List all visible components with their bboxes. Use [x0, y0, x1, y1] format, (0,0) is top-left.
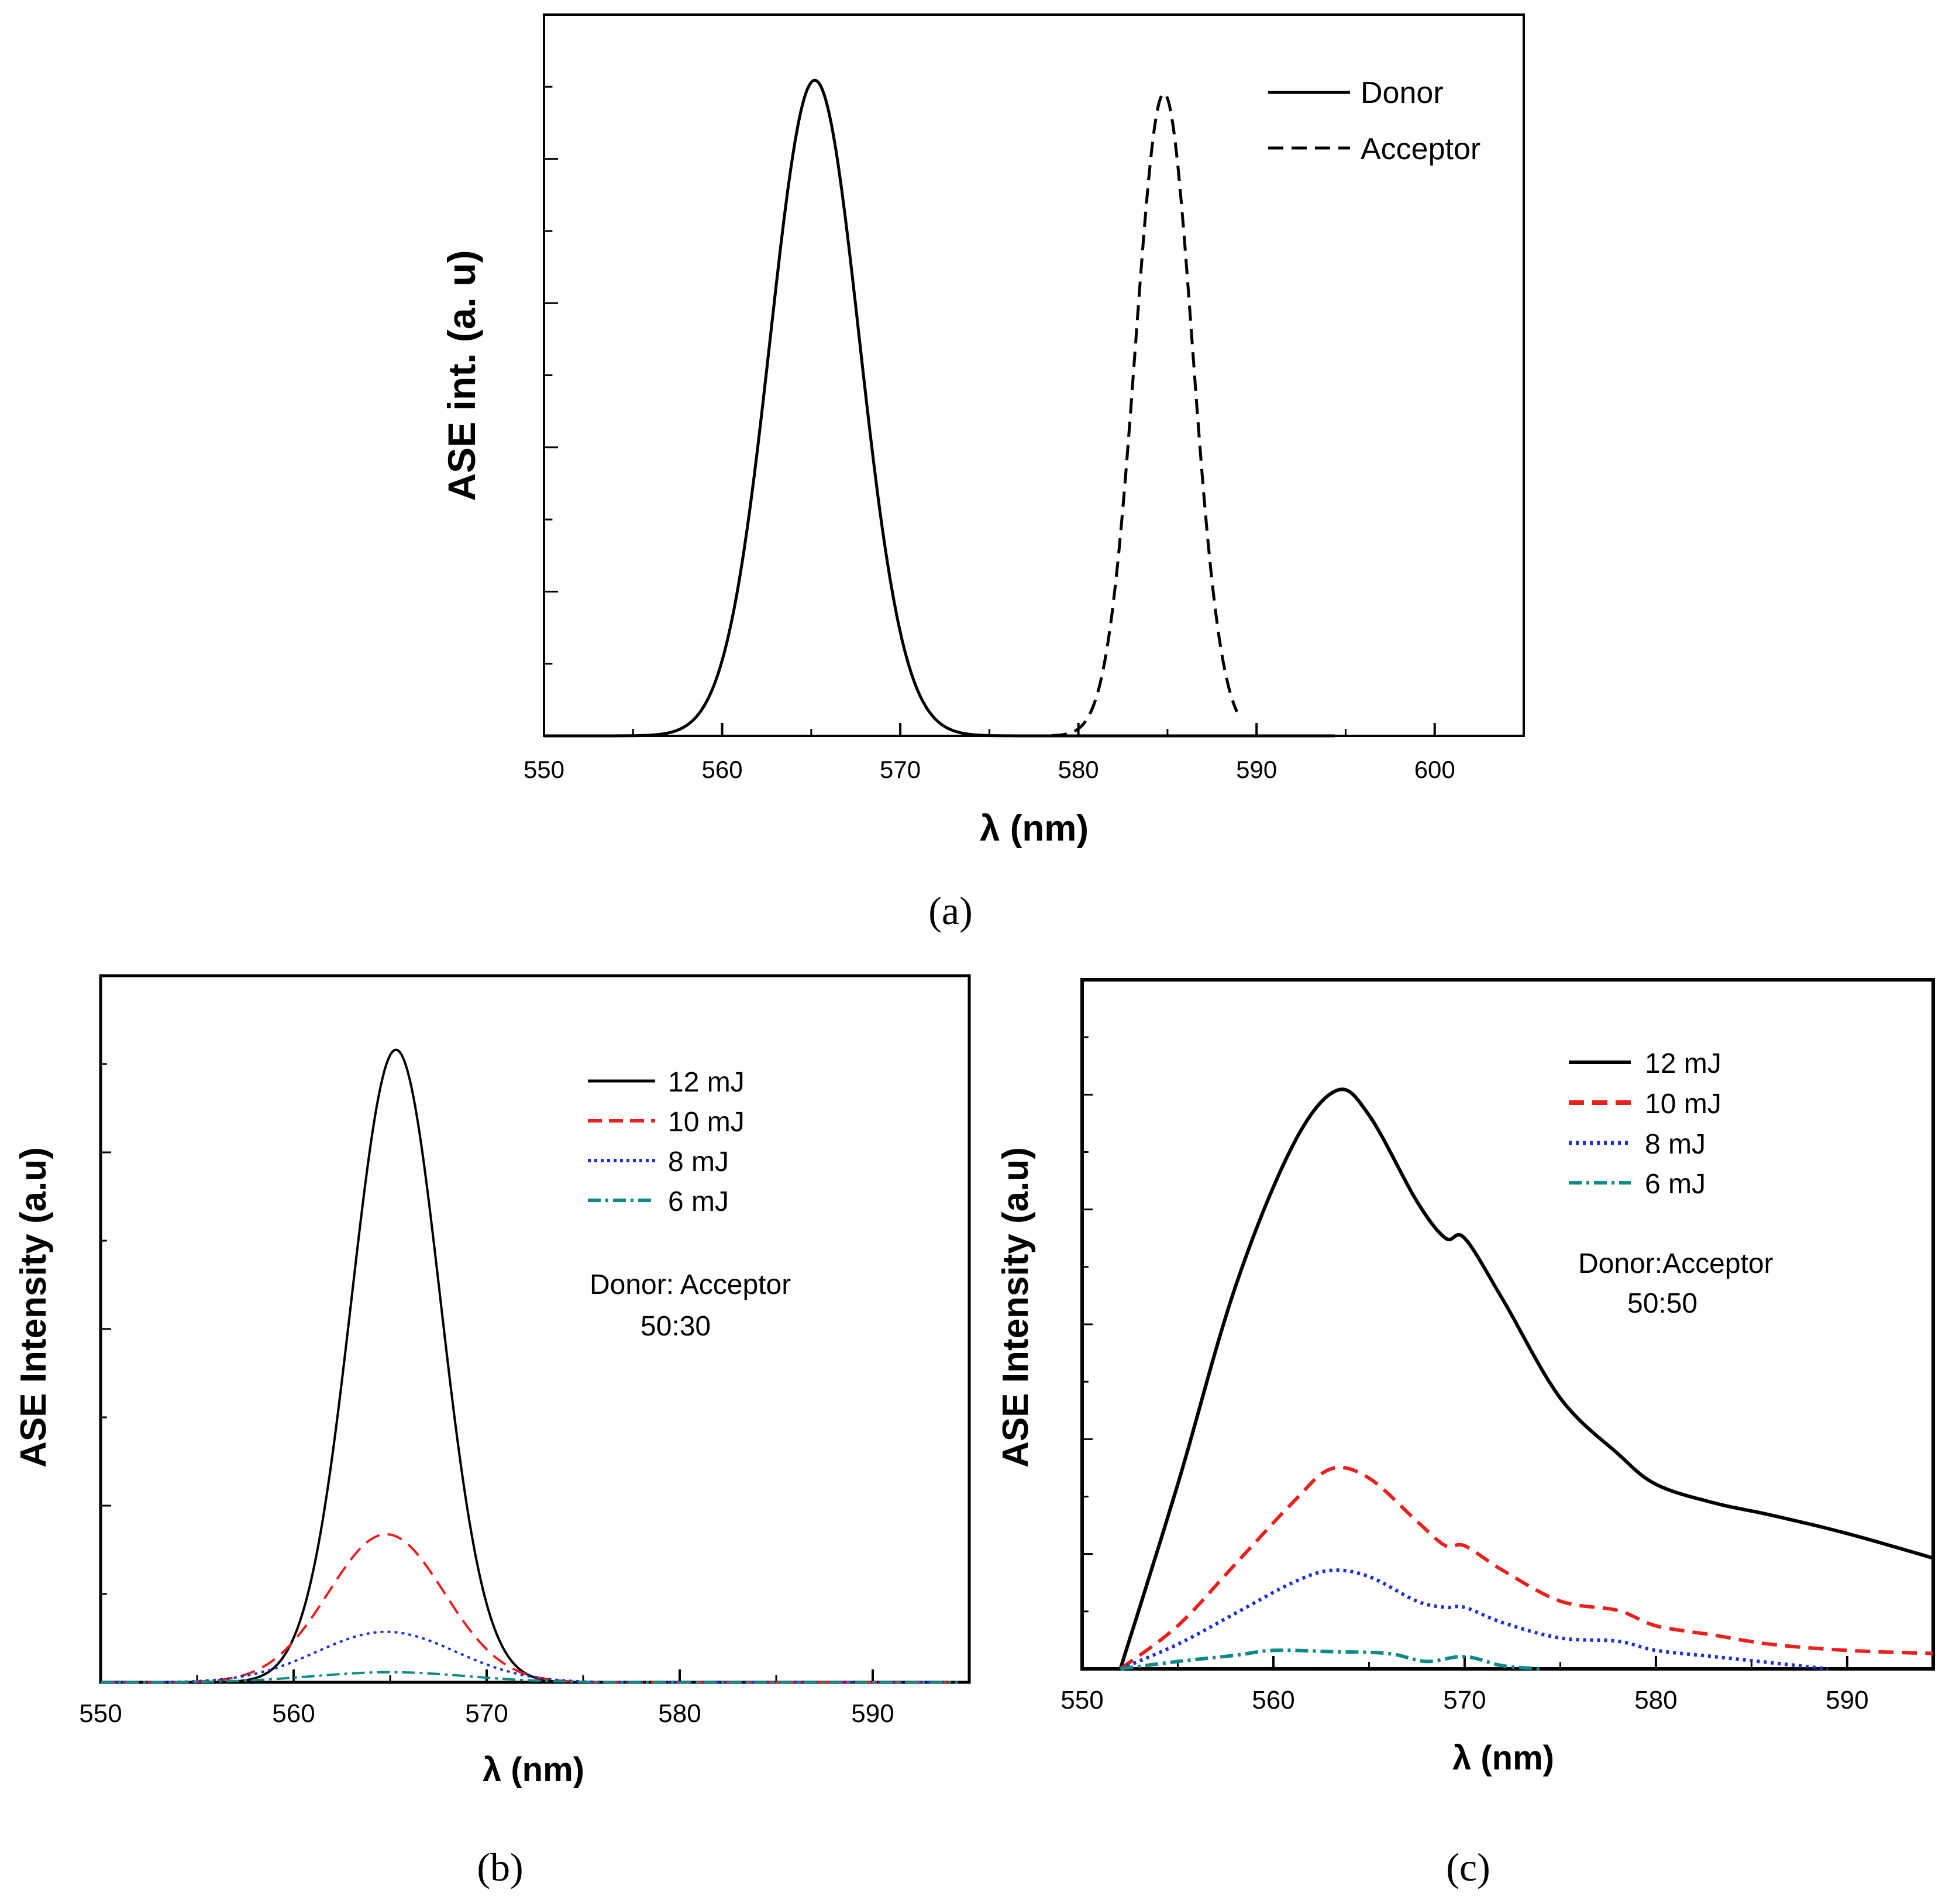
panel-a-x-axis-title: λ (nm) [980, 808, 1089, 849]
panel-c-plot-frame [1080, 978, 1935, 1671]
panel-b-x-axis-title: λ (nm) [483, 1751, 584, 1789]
x-tick-label: 590 [1826, 1686, 1868, 1714]
series-line-12-mj [101, 1048, 958, 1683]
panel-c: 550 560 570 580 590 12 mJ 10 mJ 8 mJ 6 mJ Do… [996, 978, 1935, 1889]
panel-b-plot-frame [99, 974, 971, 1684]
x-tick-label: 570 [880, 756, 921, 783]
series-line-6-mj [101, 1671, 958, 1683]
x-tick-label: 560 [702, 756, 743, 783]
panel-c-x-axis-title: λ (nm) [1452, 1739, 1554, 1777]
panel-a-y-axis-title: ASE int. (a. u) [440, 250, 483, 501]
panel-c-caption: (c) [1446, 1845, 1490, 1889]
x-tick-label: 560 [1252, 1686, 1294, 1714]
x-tick-label: 580 [1634, 1686, 1677, 1714]
panel-b-x-ticks: 550 560 570 580 590 [79, 1669, 894, 1728]
series-line-6-mj [1120, 1648, 1541, 1671]
x-tick-label: 600 [1414, 756, 1455, 783]
panel-a-legend: Donor Acceptor [1268, 76, 1480, 166]
x-tick-label: 550 [1060, 1686, 1103, 1714]
panel-a-plot-frame [543, 13, 1525, 737]
panel-b-series-lines [101, 1048, 958, 1683]
x-tick-label: 580 [1058, 756, 1099, 783]
series-line-8-mj [1120, 1568, 1829, 1671]
series-line-8-mj [101, 1630, 958, 1683]
series-line-acceptor [1051, 92, 1238, 737]
panel-c-ratio-value: 50:50 [1627, 1288, 1697, 1319]
legend-label-6mj: 6 mJ [668, 1186, 729, 1217]
panel-c-y-ticks [1082, 1036, 1093, 1613]
x-tick-label: 580 [658, 1699, 701, 1728]
panel-c-series-lines [1118, 1087, 1934, 1671]
x-tick-label: 550 [524, 756, 564, 783]
legend-label-8mj: 8 mJ [668, 1146, 729, 1177]
legend-label-donor: Donor [1361, 76, 1444, 110]
panel-a-caption: (a) [928, 889, 972, 933]
x-tick-label: 570 [465, 1699, 508, 1728]
panel-b-y-axis-title: ASE Intensity (a.u) [13, 1147, 54, 1468]
panel-b-legend: 12 mJ 10 mJ 8 mJ 6 mJ [588, 1067, 745, 1217]
legend-label-12mj: 12 mJ [668, 1067, 745, 1098]
panel-b-ratio-label: Donor: Acceptor [590, 1269, 791, 1300]
panel-c-legend: 12 mJ 10 mJ 8 mJ 6 mJ [1569, 1048, 1721, 1200]
legend-label-8mj: 8 mJ [1645, 1129, 1706, 1160]
panel-b-ratio-value: 50:30 [641, 1311, 711, 1342]
legend-label-10mj: 10 mJ [1645, 1089, 1721, 1120]
series-line-12-mj [1118, 1087, 1934, 1669]
series-line-10-mj [101, 1533, 958, 1683]
panel-a-y-ticks [544, 85, 558, 665]
x-tick-label: 560 [272, 1699, 315, 1728]
panel-c-y-axis-title: ASE Intensity (a.u) [996, 1147, 1036, 1468]
panel-b-caption: (b) [477, 1845, 523, 1889]
x-tick-label: 550 [79, 1699, 122, 1728]
legend-label-10mj: 10 mJ [668, 1107, 745, 1138]
series-line-10-mj [1119, 1465, 1934, 1671]
panel-a-x-ticks: 550 560 570 580 590 600 [524, 723, 1455, 783]
legend-label-6mj: 6 mJ [1645, 1169, 1706, 1200]
x-tick-label: 590 [1236, 756, 1277, 783]
x-tick-label: 590 [851, 1699, 894, 1728]
x-tick-label: 570 [1443, 1686, 1486, 1714]
panel-b: 550 560 570 580 590 12 mJ 10 mJ 8 mJ 6 mJ Do… [13, 974, 971, 1889]
panel-a-series-lines [544, 78, 1335, 738]
legend-label-acceptor: Acceptor [1361, 132, 1480, 166]
panel-c-ratio-label: Donor:Acceptor [1578, 1248, 1774, 1279]
legend-label-12mj: 12 mJ [1645, 1048, 1721, 1079]
panel-c-x-ticks: 550 560 570 580 590 [1060, 1656, 1869, 1714]
panel-a: 550 560 570 580 590 600 Donor Acceptor λ (nm)… [440, 13, 1525, 933]
series-line-donor [544, 78, 1335, 738]
panel-b-y-ticks [101, 1063, 111, 1595]
